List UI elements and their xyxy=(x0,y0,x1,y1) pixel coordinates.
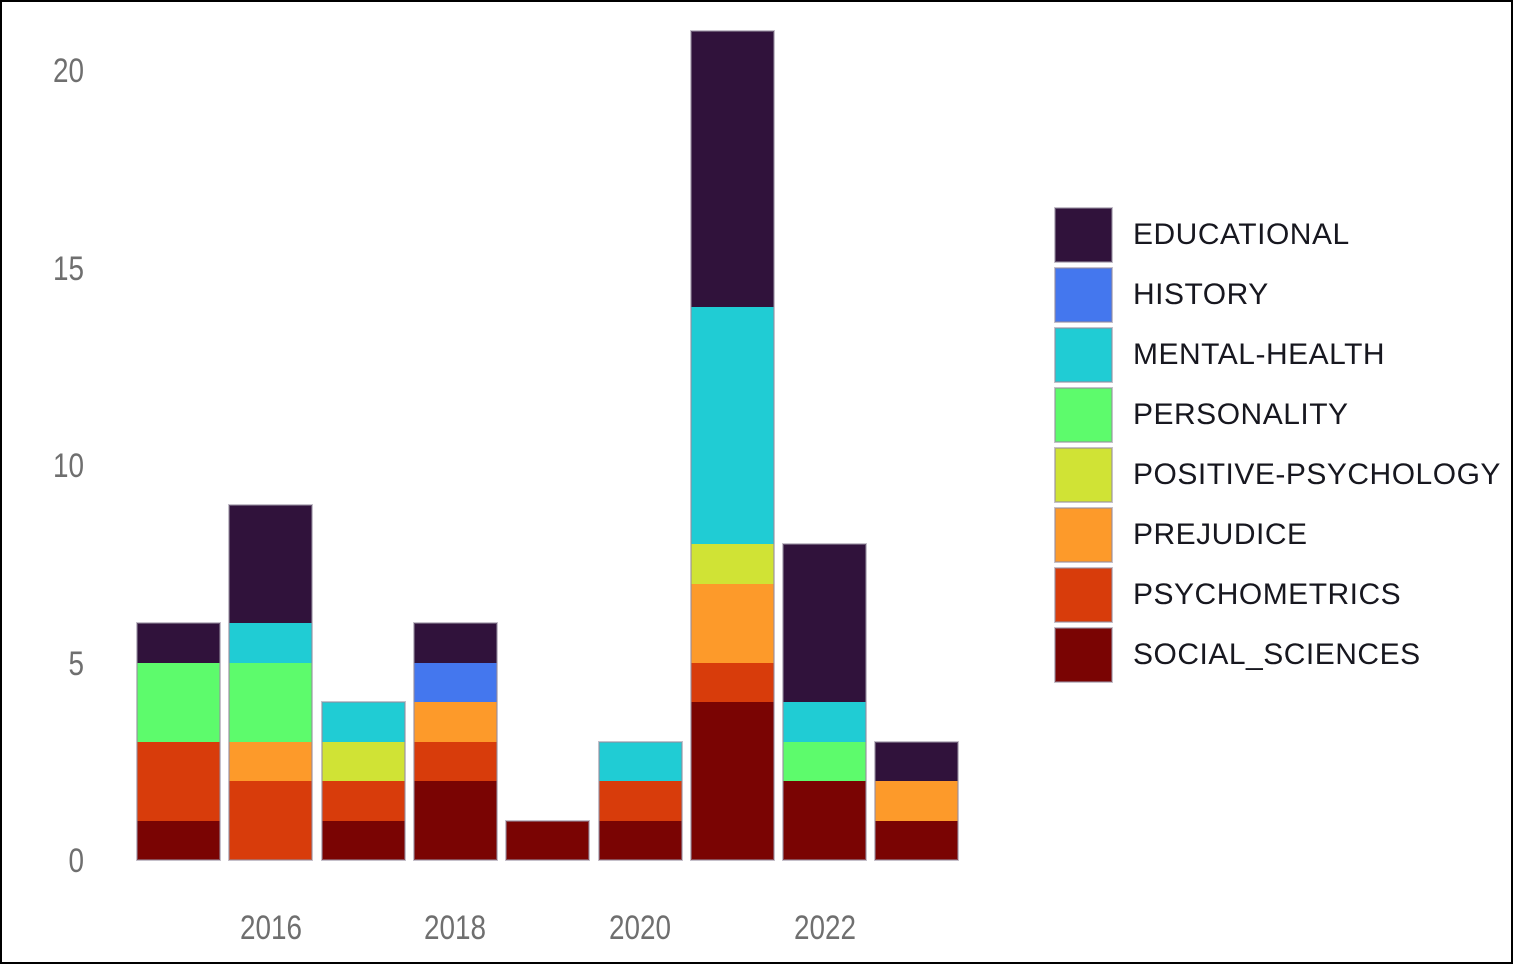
bar-segment-2021-SOCIAL_SCIENCES xyxy=(691,702,774,860)
y-tick-label-20: 20 xyxy=(52,52,84,90)
x-tick-label-2018: 2018 xyxy=(424,909,487,947)
legend-label-SOCIAL_SCIENCES: SOCIAL_SCIENCES xyxy=(1133,638,1421,671)
bar-segment-2020-PSYCHOMETRICS xyxy=(599,781,682,821)
bar-2021 xyxy=(690,29,775,861)
legend-swatch-outline-SOCIAL_SCIENCES xyxy=(1054,627,1113,683)
bar-segment-2018-SOCIAL_SCIENCES xyxy=(414,781,497,860)
bar-segment-2022-EDUCATIONAL xyxy=(783,544,866,702)
legend-item-MENTAL-HEALTH: MENTAL-HEALTH xyxy=(1054,327,1501,383)
legend-swatch-outline-HISTORY xyxy=(1054,267,1113,323)
bar-segment-2018-PREJUDICE xyxy=(414,702,497,742)
bar-segment-2015-PERSONALITY xyxy=(137,662,220,742)
bar-2016 xyxy=(228,503,313,861)
bar-segment-2017-SOCIAL_SCIENCES xyxy=(322,820,405,860)
legend-label-HISTORY: HISTORY xyxy=(1133,278,1269,311)
legend-swatch-PREJUDICE xyxy=(1054,507,1113,563)
bar-segment-2023-EDUCATIONAL xyxy=(875,741,958,781)
bar-segment-2020-SOCIAL_SCIENCES xyxy=(599,820,682,860)
legend-item-PSYCHOMETRICS: PSYCHOMETRICS xyxy=(1054,567,1501,623)
bar-segment-2022-PERSONALITY xyxy=(783,741,866,781)
bar-segment-2019-SOCIAL_SCIENCES xyxy=(506,820,589,860)
legend-label-MENTAL-HEALTH: MENTAL-HEALTH xyxy=(1133,338,1386,371)
bar-segment-2015-PSYCHOMETRICS xyxy=(137,741,220,821)
legend-swatch-SOCIAL_SCIENCES xyxy=(1054,627,1113,683)
bar-segment-2022-SOCIAL_SCIENCES xyxy=(783,781,866,860)
bar-segment-2017-MENTAL-HEALTH xyxy=(322,702,405,742)
bar-2017 xyxy=(321,701,406,861)
legend-item-POSITIVE-PSYCHOLOGY: POSITIVE-PSYCHOLOGY xyxy=(1054,447,1501,503)
bar-2018 xyxy=(413,622,498,861)
legend-swatch-POSITIVE-PSYCHOLOGY xyxy=(1054,447,1113,503)
legend-item-EDUCATIONAL: EDUCATIONAL xyxy=(1054,207,1501,263)
bar-segment-2015-SOCIAL_SCIENCES xyxy=(137,820,220,860)
bar-segment-2021-POSITIVE-PSYCHOLOGY xyxy=(691,544,774,584)
bar-segment-2021-PREJUDICE xyxy=(691,583,774,663)
bar-segment-2021-MENTAL-HEALTH xyxy=(691,307,774,544)
legend-swatch-outline-POSITIVE-PSYCHOLOGY xyxy=(1054,447,1113,503)
legend-swatch-PSYCHOMETRICS xyxy=(1054,567,1113,623)
legend-swatch-outline-EDUCATIONAL xyxy=(1054,207,1113,263)
legend-item-PERSONALITY: PERSONALITY xyxy=(1054,387,1501,443)
bar-segment-2023-SOCIAL_SCIENCES xyxy=(875,820,958,860)
bar-segment-2017-PSYCHOMETRICS xyxy=(322,781,405,821)
bar-segment-2018-EDUCATIONAL xyxy=(414,623,497,663)
bar-segment-2018-HISTORY xyxy=(414,662,497,702)
bar-segment-2022-MENTAL-HEALTH xyxy=(783,702,866,742)
legend-item-SOCIAL_SCIENCES: SOCIAL_SCIENCES xyxy=(1054,627,1501,683)
legend-swatch-outline-PERSONALITY xyxy=(1054,387,1113,443)
x-tick-label-2022: 2022 xyxy=(793,909,856,947)
legend-item-PREJUDICE: PREJUDICE xyxy=(1054,507,1501,563)
x-tick-label-2020: 2020 xyxy=(608,909,672,947)
legend-swatch-outline-PREJUDICE xyxy=(1054,507,1113,563)
legend-swatch-EDUCATIONAL xyxy=(1054,207,1113,263)
bar-segment-2017-POSITIVE-PSYCHOLOGY xyxy=(322,741,405,781)
legend-swatch-HISTORY xyxy=(1054,267,1113,323)
bar-segment-2016-PERSONALITY xyxy=(229,662,312,742)
y-tick-label-15: 15 xyxy=(52,249,84,288)
x-tick-label-2016: 2016 xyxy=(239,909,302,947)
legend-swatch-PERSONALITY xyxy=(1054,387,1113,443)
legend-label-PREJUDICE: PREJUDICE xyxy=(1133,518,1308,551)
bar-segment-2016-PSYCHOMETRICS xyxy=(229,781,312,860)
legend-label-POSITIVE-PSYCHOLOGY: POSITIVE-PSYCHOLOGY xyxy=(1133,458,1501,491)
bar-segment-2018-PSYCHOMETRICS xyxy=(414,741,497,781)
bar-segment-2023-PREJUDICE xyxy=(875,781,958,821)
bar-segment-2021-PSYCHOMETRICS xyxy=(691,662,774,702)
legend-label-PSYCHOMETRICS: PSYCHOMETRICS xyxy=(1133,578,1402,611)
legend-label-EDUCATIONAL: EDUCATIONAL xyxy=(1133,218,1350,251)
y-tick-label-0: 0 xyxy=(68,842,84,880)
bar-2019 xyxy=(505,819,590,861)
y-tick-label-10: 10 xyxy=(52,447,84,485)
legend-item-HISTORY: HISTORY xyxy=(1054,267,1501,323)
bar-2015 xyxy=(136,622,221,861)
legend-swatch-outline-PSYCHOMETRICS xyxy=(1054,567,1113,623)
legend-swatch-outline-MENTAL-HEALTH xyxy=(1054,327,1113,383)
bar-2020 xyxy=(598,740,683,861)
bar-segment-2016-EDUCATIONAL xyxy=(229,504,312,623)
legend-label-PERSONALITY: PERSONALITY xyxy=(1133,398,1349,431)
bar-segment-2020-MENTAL-HEALTH xyxy=(599,741,682,781)
bar-segment-2016-PREJUDICE xyxy=(229,741,312,781)
bar-segment-2016-MENTAL-HEALTH xyxy=(229,623,312,663)
legend-swatch-MENTAL-HEALTH xyxy=(1054,327,1113,383)
legend: EDUCATIONAL HISTORY MENTAL-HEALTH PERSONALI… xyxy=(1054,207,1501,688)
bar-2022 xyxy=(782,543,867,861)
y-tick-label-5: 5 xyxy=(68,644,84,683)
bar-2023 xyxy=(874,740,959,861)
bar-segment-2015-EDUCATIONAL xyxy=(137,623,220,663)
bar-segment-2021-EDUCATIONAL xyxy=(691,30,774,307)
